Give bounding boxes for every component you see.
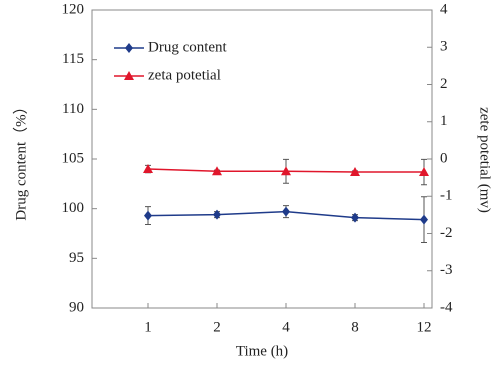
legend-label: Drug content bbox=[148, 39, 228, 55]
marker bbox=[420, 214, 428, 225]
legend-marker bbox=[125, 43, 133, 53]
plot-frame bbox=[91, 9, 433, 309]
x-tick-label: 12 bbox=[417, 319, 432, 335]
marker bbox=[144, 210, 152, 221]
y-tick-label: 90 bbox=[69, 299, 84, 315]
legend-label: zeta potetial bbox=[148, 67, 221, 83]
y-axis-label: Drug content（%） bbox=[12, 99, 29, 220]
marker bbox=[143, 164, 153, 174]
marker bbox=[212, 166, 222, 176]
y2-tick-label: -2 bbox=[440, 225, 453, 241]
y2-tick-label: -4 bbox=[440, 299, 453, 315]
x-tick-label: 4 bbox=[282, 319, 290, 335]
marker bbox=[350, 167, 360, 177]
legend-marker bbox=[124, 71, 134, 80]
y-tick-label: 100 bbox=[62, 200, 85, 216]
x-tick-label: 1 bbox=[144, 319, 152, 335]
x-tick-label: 8 bbox=[351, 319, 359, 335]
y2-tick-label: 3 bbox=[440, 39, 448, 55]
marker bbox=[419, 167, 429, 177]
y-tick-label: 105 bbox=[62, 150, 85, 166]
marker bbox=[351, 212, 359, 223]
y2-tick-label: 2 bbox=[440, 76, 448, 92]
marker bbox=[282, 206, 290, 217]
marker bbox=[281, 166, 291, 176]
x-tick-label: 2 bbox=[213, 319, 221, 335]
y2-tick-label: -1 bbox=[440, 188, 453, 204]
y-tick-label: 120 bbox=[62, 1, 85, 17]
y2-axis-label: zete potetial (mv) bbox=[477, 107, 493, 213]
y2-tick-label: -3 bbox=[440, 262, 453, 278]
y-tick-label: 95 bbox=[69, 250, 84, 266]
y-tick-label: 115 bbox=[62, 51, 84, 67]
x-axis-label: Time (h) bbox=[236, 343, 288, 359]
marker bbox=[213, 209, 221, 220]
y2-tick-label: 1 bbox=[440, 113, 448, 129]
y2-tick-label: 0 bbox=[440, 150, 448, 166]
y2-tick-label: 4 bbox=[440, 1, 448, 17]
y-tick-label: 110 bbox=[62, 101, 84, 117]
